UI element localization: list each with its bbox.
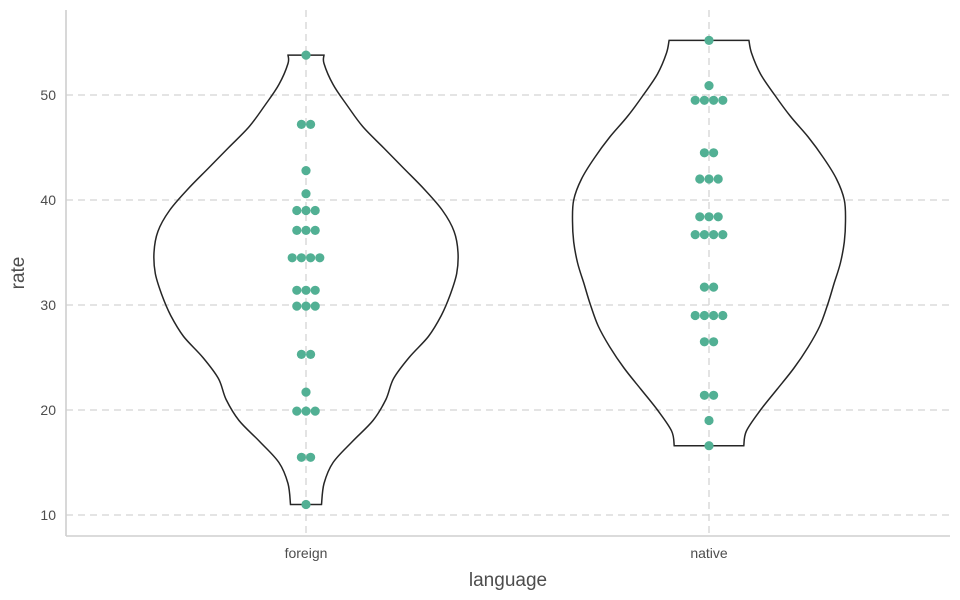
data-point (287, 253, 297, 263)
data-point (695, 212, 705, 222)
data-point (709, 95, 719, 105)
x-tick-labels: foreign native (285, 545, 728, 561)
data-point (301, 406, 311, 416)
grid-lines (66, 10, 950, 536)
data-point (713, 212, 723, 222)
data-point (296, 349, 306, 359)
violin-native (571, 39, 847, 447)
data-point (709, 148, 719, 158)
data-point (699, 337, 710, 347)
data-point (709, 310, 719, 321)
data-point (301, 166, 311, 176)
data-point (704, 35, 714, 46)
data-point (301, 285, 311, 295)
x-tick-label-foreign: foreign (285, 545, 328, 561)
data-point (695, 174, 705, 184)
data-point (306, 119, 316, 129)
data-point (704, 441, 714, 451)
data-point (718, 95, 728, 105)
y-tick-label: 20 (40, 402, 56, 418)
data-point (310, 225, 320, 235)
data-point (718, 230, 728, 240)
data-point (301, 50, 311, 60)
y-tick-label: 40 (40, 192, 56, 208)
y-axis-title: rate (8, 257, 29, 290)
data-point (704, 415, 714, 426)
data-point (301, 499, 311, 510)
data-point (292, 406, 302, 416)
data-point (310, 406, 320, 416)
violin-foreign (153, 54, 459, 506)
data-point (699, 390, 710, 400)
data-point (699, 148, 710, 158)
x-axis-title: language (469, 570, 547, 591)
data-point (306, 253, 316, 263)
violins (153, 39, 847, 506)
y-tick-labels: 10 20 30 40 50 (40, 87, 56, 523)
data-point (315, 253, 325, 263)
data-point (709, 337, 719, 347)
data-point (699, 95, 710, 105)
data-point (704, 81, 714, 91)
data-point (306, 349, 316, 359)
data-point (296, 253, 306, 263)
data-point (709, 282, 719, 292)
data-point (301, 387, 311, 397)
y-tick-label: 30 (40, 297, 56, 313)
data-point (292, 205, 302, 216)
data-point (690, 95, 700, 105)
data-point (310, 301, 320, 311)
data-point (709, 390, 719, 400)
data-point (292, 285, 302, 295)
data-point (690, 230, 700, 240)
data-point (690, 310, 700, 321)
data-point (704, 174, 714, 184)
data-point (709, 230, 719, 240)
data-point (718, 310, 728, 321)
data-point (310, 285, 320, 295)
data-point (296, 119, 306, 129)
data-point (301, 189, 311, 199)
y-tick-label: 10 (40, 507, 56, 523)
y-tick-label: 50 (40, 87, 56, 103)
x-tick-label-native: native (690, 545, 728, 561)
data-point (296, 452, 306, 462)
data-point (292, 301, 302, 311)
data-point (301, 205, 311, 216)
data-point (704, 212, 714, 222)
data-point (306, 452, 316, 462)
data-point (699, 282, 710, 292)
data-point (292, 225, 302, 235)
data-point (310, 205, 320, 216)
dot-strips (287, 35, 728, 510)
data-point (713, 174, 723, 184)
axes (65, 10, 950, 537)
data-point (699, 230, 710, 240)
data-point (301, 225, 311, 235)
data-point (301, 301, 311, 311)
data-point (699, 310, 710, 321)
